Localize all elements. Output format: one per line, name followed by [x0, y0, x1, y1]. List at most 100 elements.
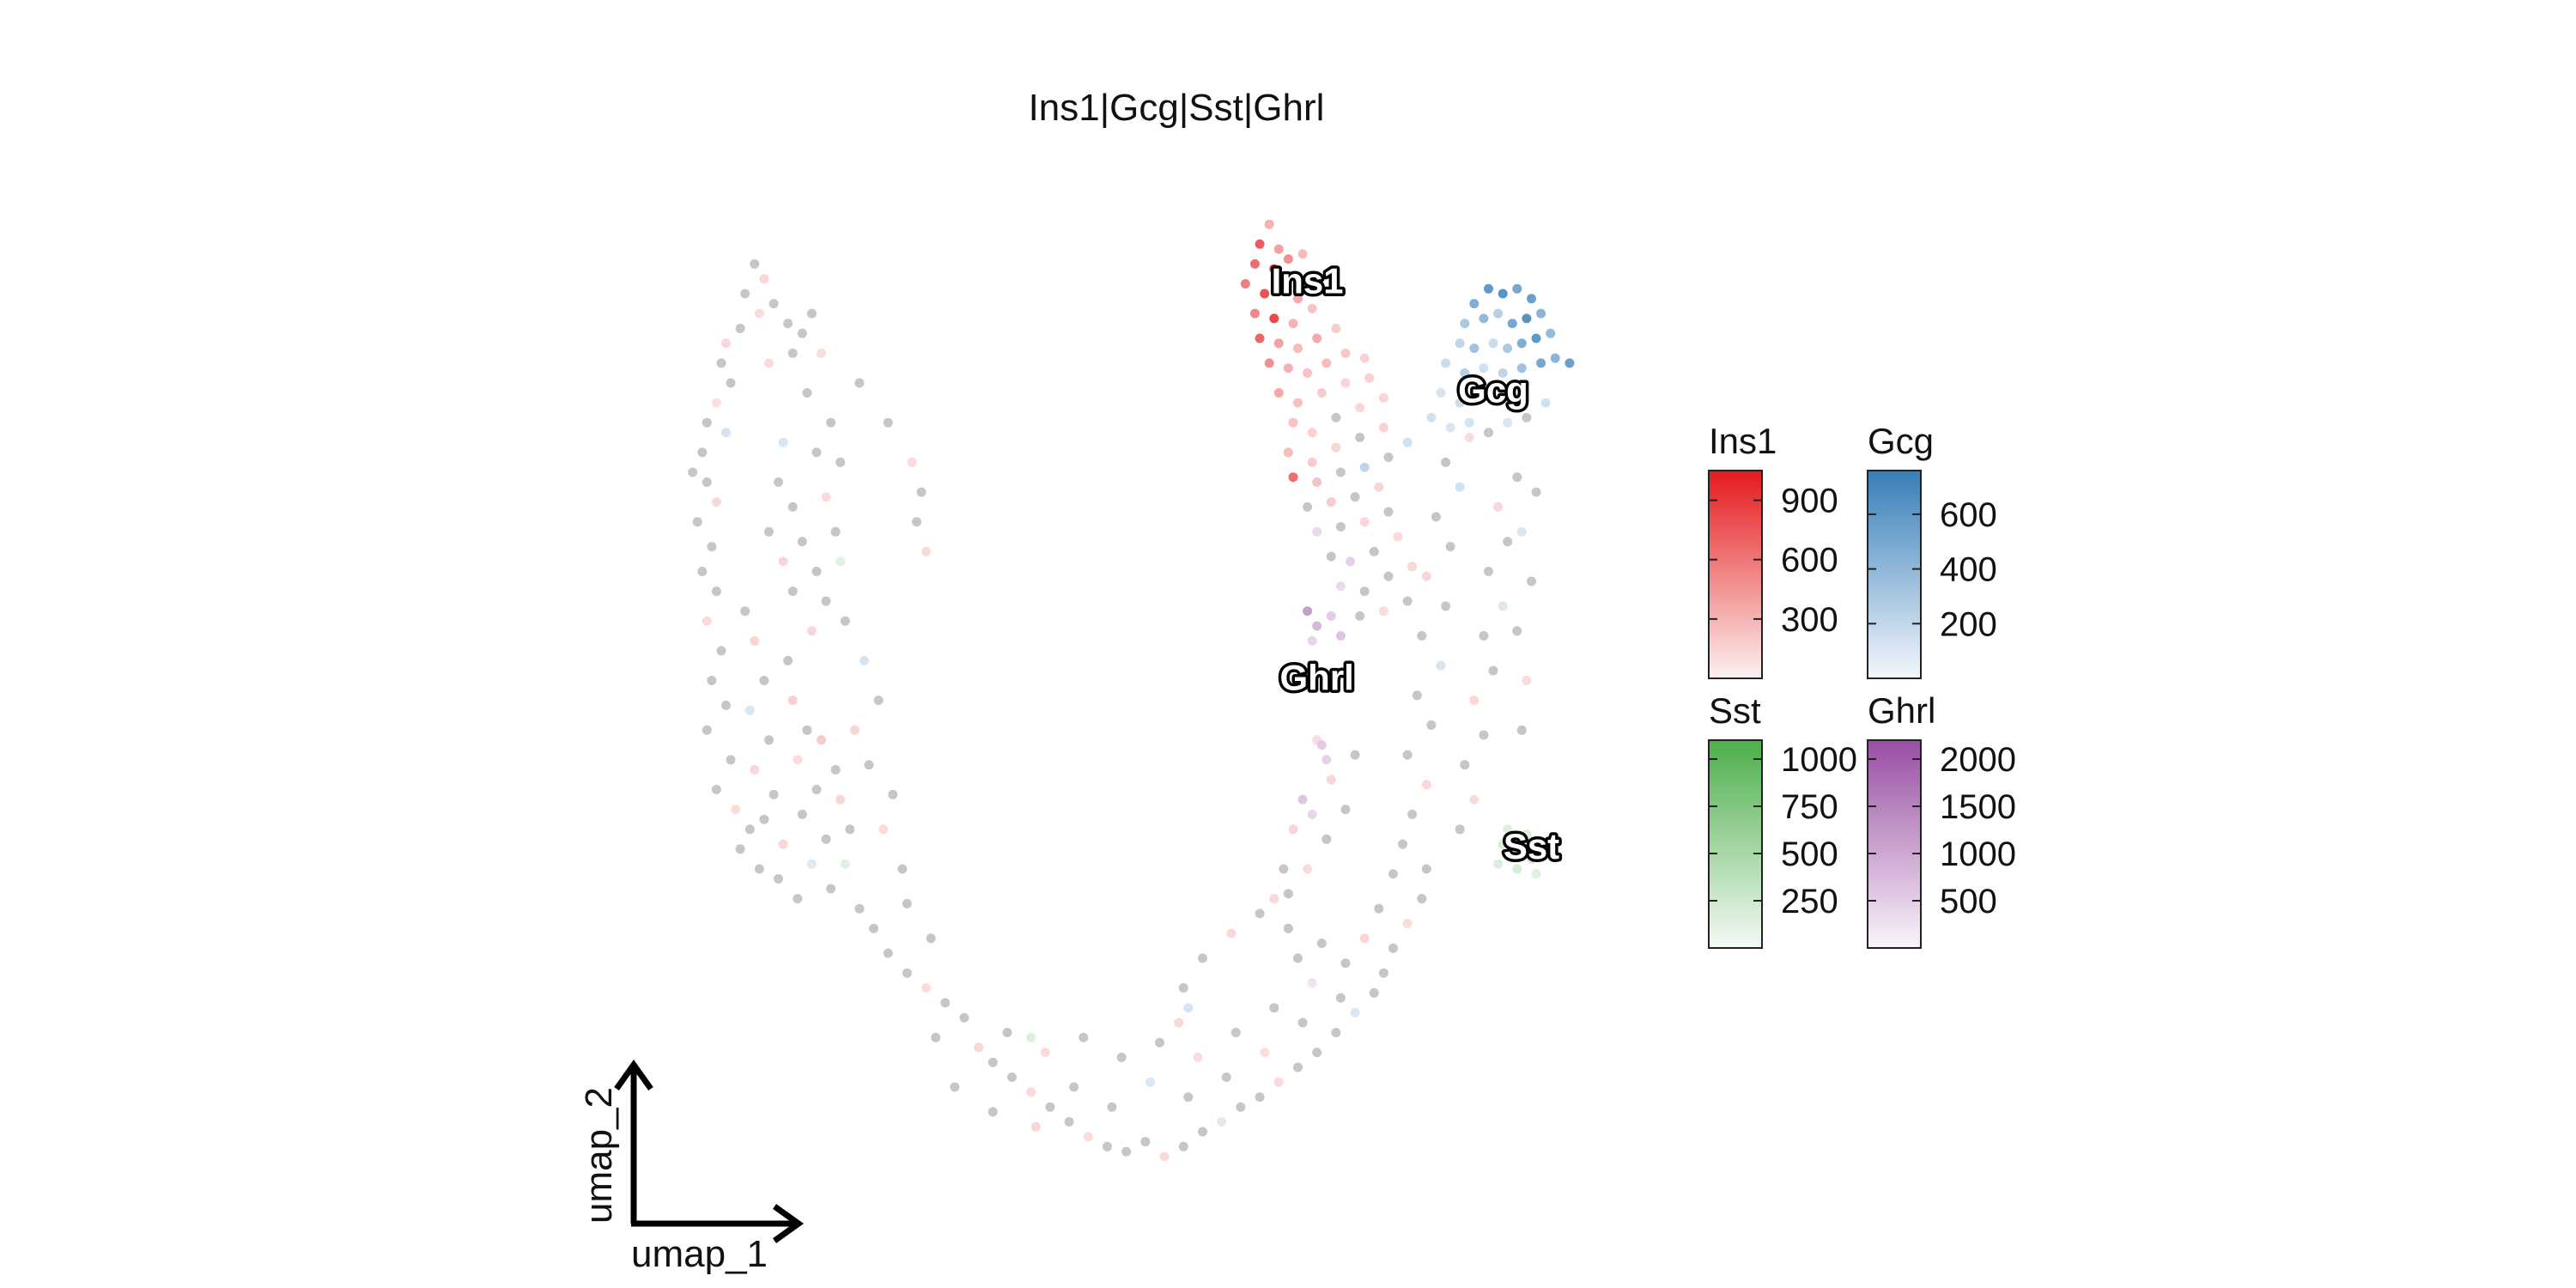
cell-point — [1331, 412, 1341, 422]
cell-point-ins1 — [731, 805, 741, 815]
cell-point — [1107, 1102, 1117, 1112]
cell-point — [811, 785, 822, 794]
cell-point-ins1 — [1378, 606, 1388, 617]
cell-point-ins1 — [1269, 894, 1279, 904]
cell-point-ins1 — [1326, 775, 1336, 785]
cell-point — [1007, 1072, 1017, 1082]
cell-point — [688, 467, 698, 477]
cell-point-ins1 — [1307, 457, 1317, 467]
cell-point-ins1 — [806, 626, 817, 636]
cell-point-ins1 — [835, 794, 846, 805]
cell-point — [869, 923, 878, 933]
cell-point-gcg — [1455, 398, 1465, 408]
cell-point — [835, 457, 846, 467]
cell-point — [769, 789, 779, 799]
cell-point-ghrl — [1307, 635, 1317, 646]
cell-point — [830, 526, 841, 537]
cell-point-ins1 — [1159, 1151, 1170, 1162]
cell-point-gcg — [1460, 368, 1470, 378]
cell-point — [1297, 1018, 1308, 1028]
cell-point — [1178, 983, 1188, 993]
cell-point — [1255, 908, 1265, 919]
cell-point-ins1 — [1083, 1132, 1093, 1142]
cell-point — [1445, 542, 1455, 552]
cell-point-ins1 — [1321, 358, 1332, 368]
cell-point — [1441, 601, 1451, 611]
cell-point — [826, 884, 836, 894]
cell-point-ins1 — [1359, 353, 1370, 363]
cell-point — [802, 725, 812, 735]
cell-point-ins1 — [778, 839, 788, 849]
cell-point-gcg — [1516, 526, 1527, 537]
legend-tick-label: 900 — [1781, 483, 1838, 520]
cell-point-ghrl — [1316, 740, 1327, 750]
cell-point — [787, 501, 798, 512]
cell-point — [1388, 943, 1398, 953]
cell-point-ins1 — [1378, 422, 1388, 433]
cell-point — [1479, 631, 1489, 641]
cell-point — [897, 864, 908, 874]
cell-point — [873, 696, 884, 706]
cell-point — [802, 388, 812, 398]
cell-point-ghrl — [1326, 611, 1336, 621]
cell-point — [1293, 953, 1303, 963]
cell-point-ins1 — [1283, 254, 1293, 264]
cell-point — [726, 378, 736, 388]
cell-point-ins1 — [1307, 428, 1317, 438]
cell-point — [830, 765, 841, 775]
cell-point — [707, 676, 717, 685]
cell-point-ins1 — [711, 398, 721, 408]
cell-point-ghrl — [1303, 606, 1313, 617]
cell-point-ins1 — [1255, 239, 1265, 249]
cell-point-ins1 — [817, 735, 826, 745]
cell-point — [711, 785, 721, 794]
cell-point — [783, 655, 793, 665]
cell-point — [1283, 923, 1293, 933]
cell-point-gcg — [1464, 417, 1474, 428]
legend-title: Ins1 — [1709, 421, 1777, 461]
cell-point-ins1 — [1273, 338, 1284, 349]
cell-point-gcg — [778, 437, 788, 447]
cell-point — [1350, 492, 1360, 502]
cell-point-ghrl — [1335, 631, 1346, 641]
cell-point — [1340, 958, 1351, 969]
cell-point — [702, 417, 712, 428]
legend-tick-label: 750 — [1781, 788, 1838, 826]
cell-point-sst — [1512, 864, 1522, 874]
cell-point-ghrl — [1297, 794, 1308, 805]
cell-point — [744, 824, 755, 835]
cell-point-gcg — [1445, 422, 1455, 433]
legend: Ins1 300 600 900 Gcg 200 400 600 Sst 250 500 750 100… — [1708, 421, 2016, 949]
cell-point — [821, 596, 831, 606]
cell-point-ins1 — [778, 556, 788, 567]
cell-point — [1283, 889, 1293, 899]
cell-point-sst — [1527, 854, 1536, 864]
cell-point-sst — [1516, 844, 1527, 854]
cell-point — [1293, 1062, 1303, 1072]
cell-point-gcg — [1536, 308, 1546, 319]
cell-point — [1316, 939, 1327, 949]
cell-point — [716, 358, 726, 368]
cell-point — [987, 1107, 998, 1117]
cell-point — [1355, 433, 1365, 442]
cell-point — [707, 542, 717, 552]
cell-point — [1512, 472, 1522, 483]
cell-point — [1383, 507, 1394, 517]
cell-point-ins1 — [1293, 343, 1303, 354]
cell-point — [692, 517, 702, 527]
cell-point — [902, 898, 912, 908]
cell-point-sst — [840, 859, 850, 869]
cell-point — [1221, 1072, 1231, 1082]
cell-point-sst — [835, 556, 846, 567]
cell-point-ins1 — [1260, 289, 1270, 299]
cell-point-ghrl — [1217, 1117, 1227, 1127]
cell-point-ins1 — [1030, 1121, 1041, 1132]
cell-point — [1441, 457, 1451, 467]
cell-point-gcg — [1564, 358, 1575, 368]
cell-point — [797, 809, 807, 819]
legend-tick-label: 500 — [1781, 835, 1838, 873]
cell-point — [1412, 690, 1422, 701]
legend-tick-label: 500 — [1940, 883, 1997, 920]
cell-point-gcg — [1498, 368, 1508, 378]
